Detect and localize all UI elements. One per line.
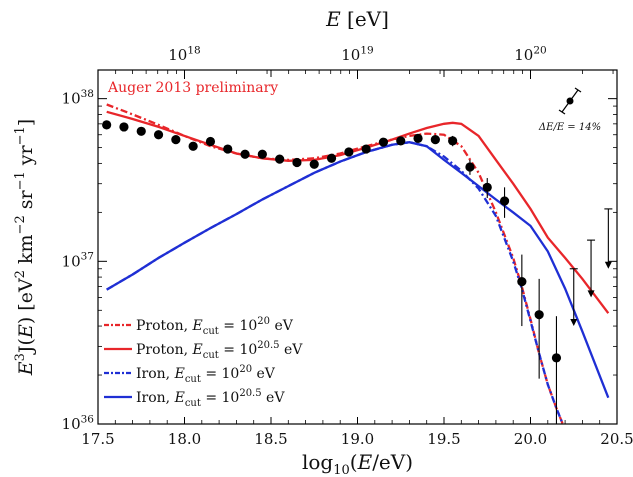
top-axis-label: E [eV] [325,7,389,31]
legend-label-3: Iron, Ecut = 1020.5 eV [136,388,285,409]
data-point [378,137,389,147]
data-point [292,157,302,168]
top-tick-label: 1020 [514,44,546,64]
y-axis-label: E3J(E) [eV2 km−2 sr−1 yr−1] [13,119,37,376]
data-point [205,136,216,147]
data-point [396,136,406,146]
data-point [119,122,129,132]
data-point [448,136,458,146]
axes: 17.5 18.0 18.5 19.0 19.5 20.0 20.5 1018 1019 1020… [62,44,633,448]
data-point [275,154,285,164]
data-point [257,149,267,159]
data-point [102,120,112,130]
data-point [465,162,475,172]
data-point [188,141,198,151]
energy-scale-label: ΔE/E = 14% [538,122,601,133]
top-tick-label: 1019 [341,44,373,64]
data-point [344,147,354,157]
data-point [136,126,146,136]
legend-label-0: Proton, Ecut = 1020 eV [136,316,294,337]
x-tick-label: 18.5 [254,430,287,448]
legend-label-1: Proton, Ecut = 1020.5 eV [136,340,303,361]
x-tick-label: 20.5 [600,430,633,448]
data-point [326,153,337,163]
labels: log10(E/eV) E [eV] E3J(E) [eV2 km−2 sr−1 y… [13,7,601,477]
data-point [309,159,319,169]
data-point [171,135,181,145]
data-point [430,135,440,145]
data-point [361,144,371,154]
energy-scale-point [566,97,574,105]
annotation-text: Auger 2013 preliminary [107,80,278,96]
x-axis-label: log10(E/eV) [302,450,413,477]
x-tick-label: 18.0 [168,430,201,448]
top-tick-label: 1018 [168,44,200,64]
y-tick-label: 1037 [62,251,94,271]
data-point [413,133,423,143]
data-point [499,196,510,206]
data-point [223,144,233,154]
energy-scale-cap-low [558,109,566,115]
x-tick-label: 19.5 [427,430,460,448]
data-point [534,310,544,320]
data-point [517,277,527,287]
y-tick-label: 1038 [62,88,94,108]
data-point [551,353,562,363]
legend-label-2: Iron, Ecut = 1020 eV [136,364,276,385]
x-tick-label: 19.0 [341,430,374,448]
data-point [482,182,492,192]
x-tick-label: 20.0 [514,430,547,448]
series-line-3 [106,141,610,399]
series-line-1 [106,110,610,314]
data-point [153,130,164,140]
y-tick-label: 1036 [62,413,95,433]
upper-limit-arrow [570,319,578,327]
plot-content [102,103,613,424]
x-tick-label: 17.5 [81,430,114,448]
legend: Proton, Ecut = 1020 eV Proton, Ecut = 102… [104,316,303,409]
upper-limit-arrow [587,290,595,298]
upper-limit-arrow [604,261,612,269]
energy-scale-cap-high [574,87,582,93]
data-point [240,149,250,159]
